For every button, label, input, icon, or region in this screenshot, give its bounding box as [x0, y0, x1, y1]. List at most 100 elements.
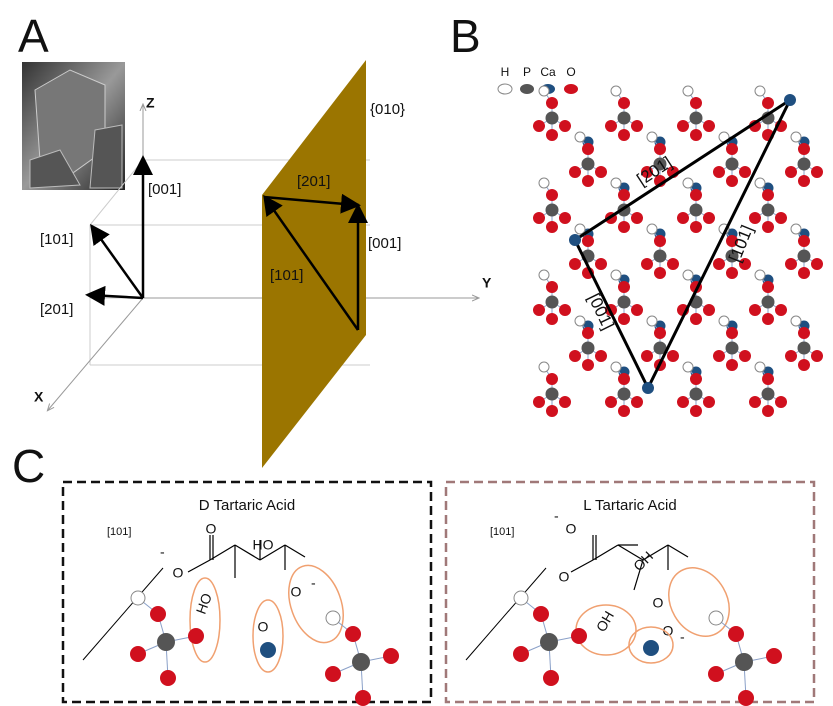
oxygen — [739, 350, 751, 362]
oxygen — [690, 189, 702, 201]
oxygen — [605, 396, 617, 408]
oxygen — [559, 120, 571, 132]
oxygen — [703, 120, 715, 132]
hydrogen — [575, 224, 585, 234]
calcium — [260, 642, 276, 658]
legend-label: P — [523, 65, 531, 79]
phosphorus — [618, 296, 631, 309]
oxygen — [595, 350, 607, 362]
phosphorus — [762, 296, 775, 309]
oxygen — [798, 175, 810, 187]
oxygen — [618, 129, 630, 141]
oxygen — [569, 166, 581, 178]
hydrogen — [647, 224, 657, 234]
oxygen — [762, 97, 774, 109]
oxygen — [739, 166, 751, 178]
charge-label: - — [160, 544, 165, 560]
hydrogen — [575, 132, 585, 142]
oxygen — [569, 258, 581, 270]
oxygen — [703, 396, 715, 408]
hydrogen — [683, 178, 693, 188]
oxygen — [667, 350, 679, 362]
oxygen — [798, 267, 810, 279]
oxygen — [785, 166, 797, 178]
oxygen — [749, 304, 761, 316]
oxygen — [582, 359, 594, 371]
panel-label: A — [18, 10, 49, 62]
atom-label: O — [258, 619, 269, 635]
oxygen — [762, 281, 774, 293]
atom-label: O — [653, 595, 664, 611]
vector-arrow — [93, 228, 143, 298]
hydrogen — [755, 86, 765, 96]
vector-label: [201] — [633, 153, 675, 190]
vector-label: [201] — [297, 173, 330, 190]
oxygen — [641, 350, 653, 362]
oxygen — [690, 313, 702, 325]
legend-label: Ca — [540, 65, 556, 79]
oxygen — [654, 267, 666, 279]
phosphorus — [690, 388, 703, 401]
atom-label: O — [206, 521, 217, 537]
oxygen — [738, 690, 754, 706]
phosphorus — [726, 342, 739, 355]
oxygen — [582, 235, 594, 247]
bond — [210, 545, 235, 560]
oxygen — [762, 221, 774, 233]
oxygen — [703, 212, 715, 224]
oxygen — [726, 327, 738, 339]
oxygen — [762, 313, 774, 325]
oxygen — [798, 327, 810, 339]
interaction-ring — [279, 558, 353, 650]
hydrogen — [791, 132, 801, 142]
oxygen — [798, 359, 810, 371]
oxygen — [130, 646, 146, 662]
interaction-ring — [190, 578, 220, 662]
hydrogen — [719, 316, 729, 326]
oxygen — [677, 120, 689, 132]
atom-label: O — [559, 569, 570, 585]
vector-label: [101] — [725, 223, 757, 265]
hydrogen — [326, 611, 340, 625]
hydrogen — [539, 270, 549, 280]
phosphorus — [157, 633, 175, 651]
vector-label: [101] — [270, 267, 303, 284]
hydrogen — [611, 362, 621, 372]
phosphorus — [690, 112, 703, 125]
phosphorus — [762, 204, 775, 217]
oxygen — [766, 648, 782, 664]
axis-label: Z — [146, 95, 155, 111]
oxygen — [785, 258, 797, 270]
oxygen — [811, 258, 823, 270]
oxygen — [713, 350, 725, 362]
hydrogen — [611, 270, 621, 280]
oxygen — [559, 396, 571, 408]
phosphorus — [798, 342, 811, 355]
oxygen — [775, 212, 787, 224]
legend-swatch — [520, 84, 534, 94]
oxygen — [533, 304, 545, 316]
phosphorus — [546, 296, 559, 309]
oxygen — [559, 304, 571, 316]
legend-label: O — [566, 65, 575, 79]
hydrogen — [755, 178, 765, 188]
oxygen — [749, 212, 761, 224]
phosphorus — [546, 204, 559, 217]
plane-label: {010} — [370, 101, 405, 118]
hydrogen — [611, 178, 621, 188]
oxygen — [559, 212, 571, 224]
phosphorus — [352, 653, 370, 671]
bond — [668, 545, 688, 557]
oxygen — [690, 405, 702, 417]
charge-label: - — [680, 629, 685, 645]
oxygen — [571, 628, 587, 644]
calcium — [569, 234, 581, 246]
phosphorus — [546, 388, 559, 401]
oxygen — [631, 212, 643, 224]
oxygen — [160, 670, 176, 686]
calcium — [784, 94, 796, 106]
atom-label: O — [173, 565, 184, 581]
oxygen — [631, 304, 643, 316]
hydrogen — [709, 611, 723, 625]
oxygen — [631, 396, 643, 408]
